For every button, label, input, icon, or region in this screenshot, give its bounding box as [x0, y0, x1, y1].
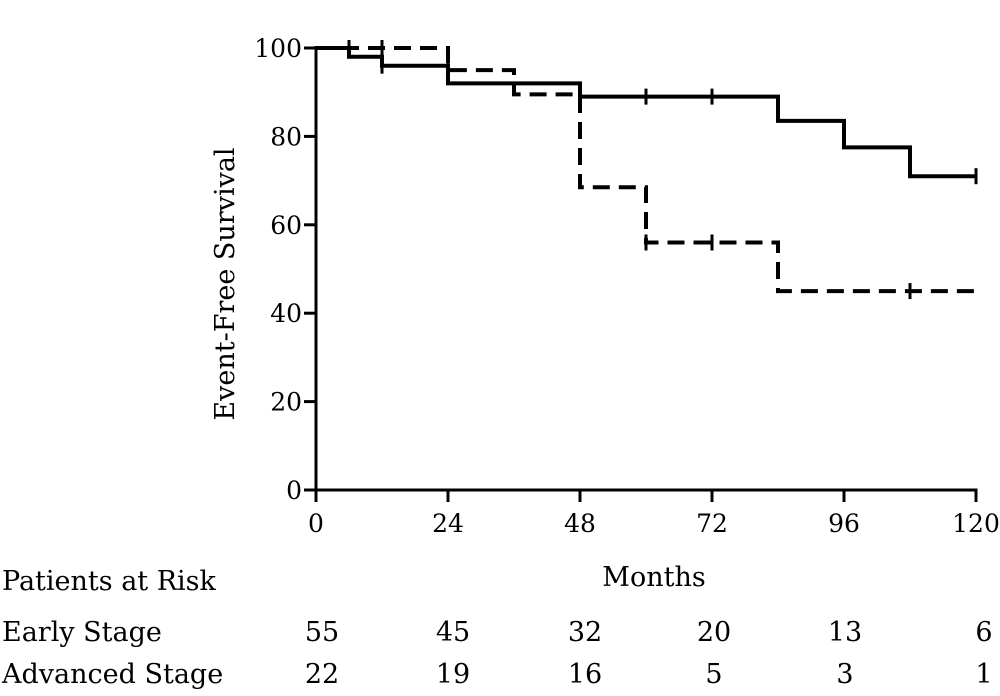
x-tick-label: 24: [432, 509, 464, 538]
at-risk-value: 13: [828, 617, 862, 648]
y-tick-label: 60: [270, 211, 302, 240]
axes: [314, 46, 978, 492]
at-risk-row-label: Early Stage: [2, 617, 162, 648]
x-tick-label: 120: [952, 509, 1000, 538]
at-risk-value: 16: [568, 659, 602, 690]
at-risk-row-label: Advanced Stage: [1, 659, 223, 690]
at-risk-value: 20: [697, 617, 731, 648]
at-risk-value: 19: [436, 659, 470, 690]
at-risk-value: 32: [568, 617, 602, 648]
survival-curves: [316, 40, 978, 300]
at-risk-value: 3: [836, 659, 853, 690]
at-risk-value: 6: [975, 617, 992, 648]
at-risk-value: 45: [436, 617, 470, 648]
x-axis-ticks: 0 24 48 72 96 120: [308, 490, 1000, 538]
y-tick-label: 40: [270, 299, 302, 328]
y-tick-label: 0: [286, 476, 302, 505]
at-risk-value: 22: [305, 659, 339, 690]
at-risk-value: 5: [705, 659, 722, 690]
x-tick-label: 48: [564, 509, 596, 538]
x-tick-label: 0: [308, 509, 324, 538]
at-risk-heading: Patients at Risk: [2, 566, 217, 597]
at-risk-value: 55: [305, 617, 339, 648]
y-tick-label: 100: [254, 34, 302, 63]
y-tick-label: 80: [270, 122, 302, 151]
x-tick-label: 72: [696, 509, 728, 538]
series-line-solid: [316, 46, 976, 179]
x-tick-label: 96: [828, 509, 860, 538]
y-axis-ticks: 0 20 40 60 80 100: [254, 34, 316, 505]
series-line-dashed: [316, 46, 976, 294]
x-axis-title: Months: [602, 562, 705, 593]
y-tick-label: 20: [270, 388, 302, 417]
at-risk-value: 1: [975, 659, 992, 690]
y-axis-title: Event-Free Survival: [210, 147, 241, 420]
